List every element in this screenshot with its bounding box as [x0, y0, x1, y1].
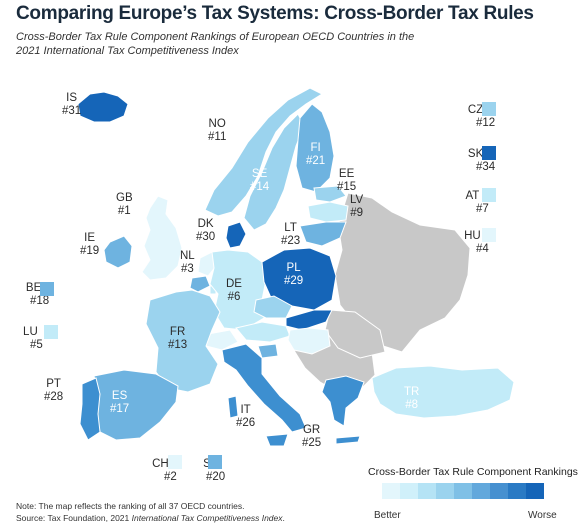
label-sk: SK #34 [467, 148, 496, 173]
country-shapes [77, 87, 515, 447]
label-it: IT #26 [236, 404, 256, 429]
swatch-sk [482, 146, 496, 160]
legend-step-2 [400, 483, 418, 499]
legend-step-1 [382, 483, 400, 499]
country-it-sardinia [227, 395, 239, 419]
country-fr [145, 289, 221, 393]
legend-title: Cross-Border Tax Rule Component Rankings [368, 466, 578, 478]
label-hu: HU #4 [464, 230, 489, 255]
label-fi: FI #21 [306, 142, 326, 167]
label-fr: FR #13 [168, 326, 188, 351]
label-lt: LT #23 [281, 222, 301, 247]
label-pl: PL #29 [284, 262, 304, 287]
label-ee: EE #15 [337, 168, 357, 193]
region-russia-belarus-ukraine [334, 192, 471, 353]
legend-step-5 [454, 483, 472, 499]
country-is [77, 91, 129, 123]
legend-color-scale [382, 483, 544, 499]
country-si [257, 343, 279, 359]
map-subtitle: Cross-Border Tax Rule Component Rankings… [16, 31, 415, 57]
label-be: BE #18 [25, 282, 50, 307]
map-title: Comparing Europe’s Tax Systems: Cross-Bo… [16, 3, 534, 24]
legend-step-6 [472, 483, 490, 499]
label-gr: GR #25 [302, 424, 322, 449]
country-dk [225, 221, 247, 249]
country-nl [197, 251, 217, 277]
country-pl [261, 247, 337, 311]
country-gr-crete [335, 435, 361, 445]
label-de: DE #6 [226, 278, 242, 303]
footnote: Note: The map reflects the ranking of al… [16, 500, 285, 524]
legend-step-3 [418, 483, 436, 499]
country-gr [321, 375, 365, 427]
country-fi [295, 103, 335, 193]
label-ch: CH #2 [152, 458, 177, 483]
label-no: NO #11 [208, 118, 227, 143]
country-pt [79, 377, 101, 441]
country-it [221, 343, 307, 433]
swatch-be [40, 282, 54, 296]
label-lv: LV #9 [350, 194, 364, 219]
swatch-si [208, 455, 222, 469]
country-sk [285, 309, 333, 331]
label-ie: IE #19 [80, 232, 100, 257]
swatch-ch [168, 455, 182, 469]
swatch-hu [482, 228, 496, 242]
country-lt [299, 221, 347, 247]
label-tr: TR #8 [404, 386, 420, 411]
swatch-cz [482, 102, 496, 116]
country-hu [287, 327, 331, 355]
country-ie [103, 235, 133, 269]
label-gb: GB #1 [116, 192, 133, 217]
country-ee [313, 185, 347, 203]
label-at: AT #7 [465, 190, 489, 215]
label-lu: LU #5 [23, 326, 43, 351]
legend-step-7 [490, 483, 508, 499]
country-gb [141, 195, 183, 281]
legend-worse-label: Worse [528, 510, 557, 521]
country-be [189, 275, 211, 293]
label-nl: NL #3 [180, 250, 195, 275]
country-it-sicily [265, 433, 289, 447]
country-tr [371, 365, 515, 419]
legend-step-8 [508, 483, 526, 499]
label-se: SE #14 [250, 168, 270, 193]
country-es [93, 369, 179, 441]
label-dk: DK #30 [196, 218, 216, 243]
label-is: IS #31 [62, 92, 82, 117]
country-lv [307, 201, 349, 223]
label-es: ES #17 [110, 390, 130, 415]
source-text: Source: Tax Foundation, 2021 Internation… [16, 513, 285, 523]
swatch-lu [44, 325, 58, 339]
label-pt: PT #28 [44, 378, 64, 403]
legend-better-label: Better [374, 510, 401, 521]
label-cz: CZ #12 [467, 104, 496, 129]
note-text: Note: The map reflects the ranking of al… [16, 501, 245, 511]
country-no [204, 87, 324, 217]
legend-step-4 [436, 483, 454, 499]
swatch-at [482, 188, 496, 202]
legend-step-9 [526, 483, 544, 499]
